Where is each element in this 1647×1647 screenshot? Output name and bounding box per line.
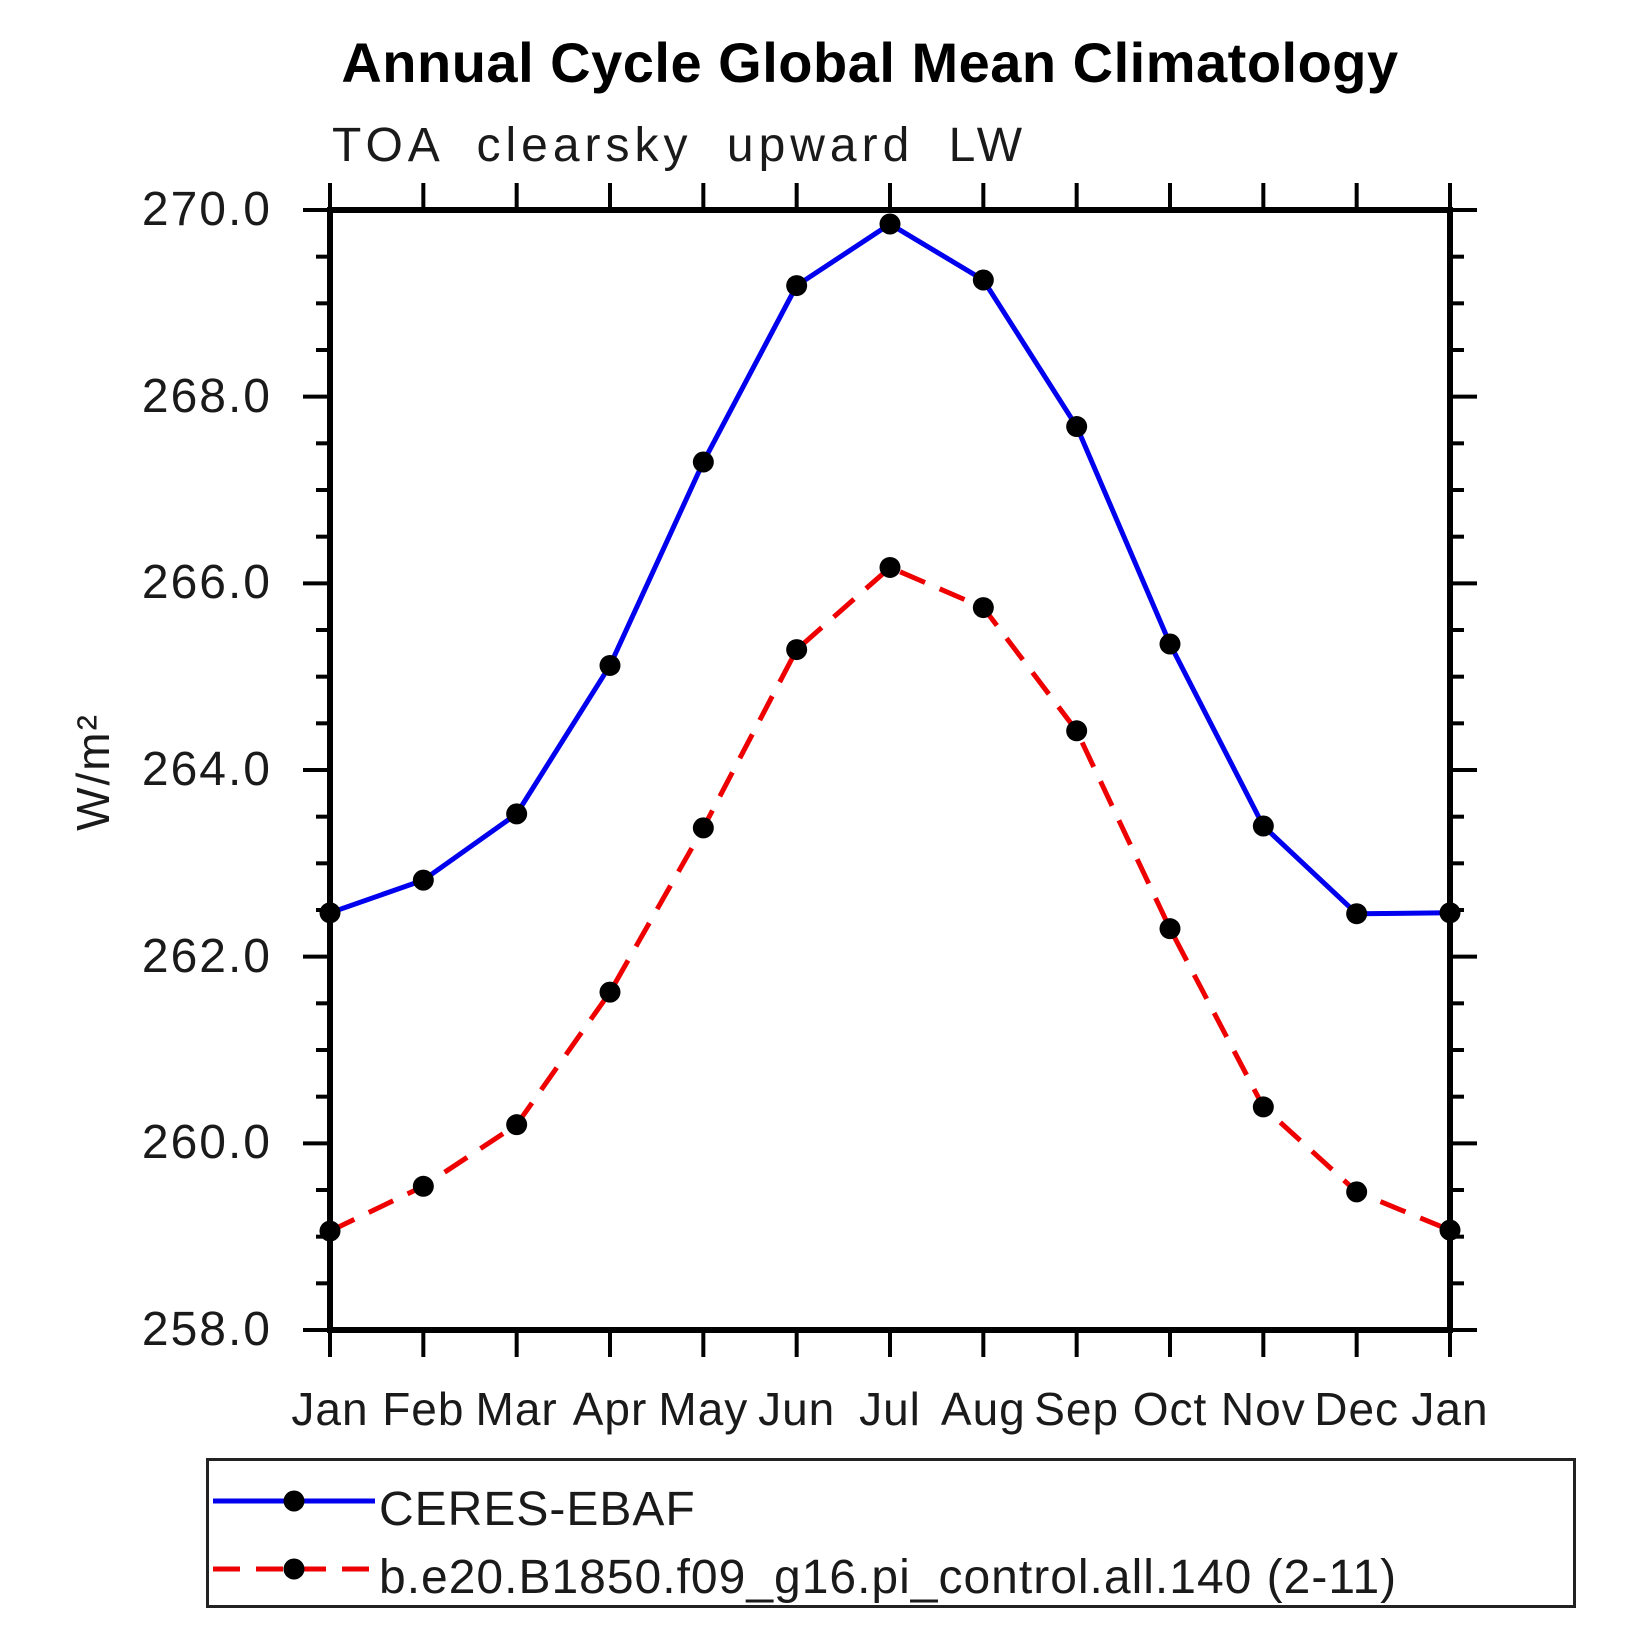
x-tick-label-6-jul: Jul	[859, 1383, 921, 1435]
data-point-1-mar	[506, 1114, 528, 1136]
x-tick-label-4-may: May	[658, 1383, 749, 1435]
data-point-0-apr	[599, 654, 621, 676]
x-tick-label-8-sep: Sep	[1034, 1383, 1120, 1435]
plot-box	[327, 207, 1453, 1333]
data-point-1-oct	[1159, 918, 1181, 940]
x-tick-label-3-apr: Apr	[572, 1383, 648, 1435]
chart-subtitle: TOA clearsky upward LW	[332, 119, 1028, 172]
y-tick-label-262.0: 262.0	[141, 929, 272, 983]
data-point-1-may	[692, 817, 714, 839]
data-point-1-aug	[972, 597, 994, 619]
data-point-1-sep	[1066, 720, 1088, 742]
data-point-1-feb	[412, 1175, 434, 1197]
y-tick-label-260.0: 260.0	[141, 1116, 272, 1170]
legend-marker-dot	[283, 1490, 305, 1512]
x-tick-label-12-jan: Jan	[1411, 1383, 1489, 1435]
data-point-0-nov	[1252, 815, 1274, 837]
series-line-1	[328, 564, 1451, 1234]
data-point-0-feb	[412, 869, 434, 891]
y-tick-label-266.0: 266.0	[141, 556, 272, 610]
y-tick-label-268.0: 268.0	[141, 369, 272, 423]
legend-label-model: b.e20.B1850.f09_g16.pi_control.all.140 (…	[379, 1551, 1398, 1604]
x-tick-label-5-jun: Jun	[758, 1383, 836, 1435]
x-tick-label-9-oct: Oct	[1132, 1383, 1208, 1435]
data-point-0-jan	[1439, 902, 1461, 924]
data-point-1-nov	[1252, 1096, 1274, 1118]
y-tick-label-264.0: 264.0	[141, 743, 272, 796]
legend-box	[206, 1458, 1576, 1608]
legend-label-ceres-ebaf: CERES-EBAF	[379, 1483, 696, 1536]
y-tick-label-270.0: 270.0	[141, 183, 272, 236]
plot-box-border	[327, 207, 1453, 1333]
x-tick-label-10-nov: Nov	[1220, 1383, 1306, 1435]
data-point-1-dec	[1346, 1181, 1368, 1203]
x-tick-label-1-feb: Feb	[382, 1383, 465, 1435]
legend-swatch-ceres-ebaf	[213, 1490, 375, 1512]
data-point-0-mar	[506, 803, 528, 825]
data-point-0-sep	[1066, 416, 1088, 438]
data-point-1-apr	[599, 981, 621, 1003]
x-tick-label-7-aug: Aug	[940, 1383, 1026, 1435]
x-tick-label-11-dec: Dec	[1314, 1383, 1400, 1435]
data-point-1-jul	[879, 556, 901, 578]
data-point-0-jul	[879, 213, 901, 235]
y-tick-label-258.0: 258.0	[141, 1303, 272, 1356]
chart-title: Annual Cycle Global Mean Climatology	[341, 31, 1399, 94]
data-point-1-jun	[786, 639, 808, 661]
data-point-0-oct	[1159, 633, 1181, 655]
legend-marker-dot	[283, 1558, 305, 1580]
x-tick-label-0-jan: Jan	[291, 1383, 369, 1435]
data-point-0-aug	[972, 269, 994, 291]
x-tick-label-2-mar: Mar	[475, 1383, 558, 1435]
data-point-1-jan	[1439, 1219, 1461, 1241]
data-point-0-jun	[786, 275, 808, 297]
data-point-0-jan	[319, 902, 341, 924]
legend-swatch-model	[213, 1558, 375, 1580]
data-point-1-jan	[319, 1220, 341, 1242]
data-point-0-may	[692, 451, 714, 473]
data-series	[319, 213, 1461, 1242]
axis-ticks	[303, 183, 1477, 1357]
data-point-0-dec	[1346, 903, 1368, 925]
